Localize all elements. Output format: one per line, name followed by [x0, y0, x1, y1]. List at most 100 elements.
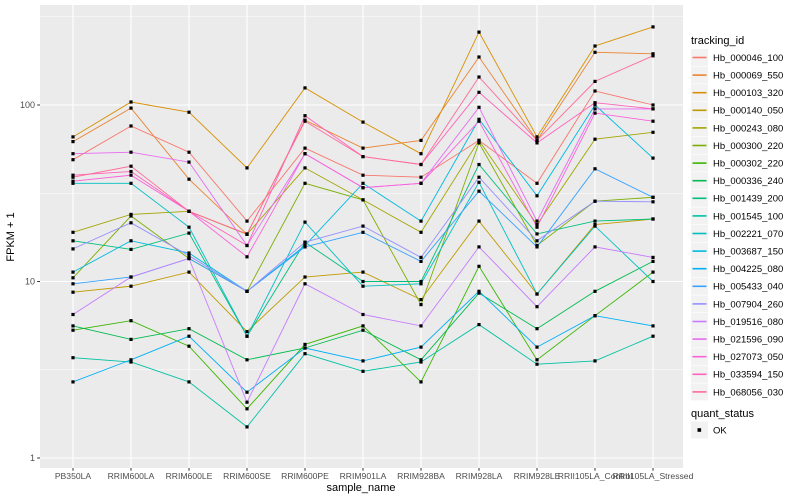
data-point — [303, 342, 307, 346]
data-point — [535, 345, 539, 349]
x-tick-label: RRIM928LE — [514, 471, 561, 481]
data-point — [651, 54, 655, 58]
data-point — [419, 324, 423, 328]
data-point — [535, 358, 539, 362]
data-point — [71, 380, 75, 384]
data-point — [477, 141, 481, 145]
legend-item-label: Hb_002221_070 — [713, 229, 783, 240]
data-point — [593, 224, 597, 228]
data-point — [129, 239, 133, 243]
data-point — [303, 166, 307, 170]
data-point — [361, 230, 365, 234]
data-point — [535, 181, 539, 185]
legend-item-label: Hb_003687_150 — [713, 247, 783, 258]
data-point — [71, 175, 75, 179]
data-point — [651, 119, 655, 123]
x-tick-label: RRIM600PE — [281, 471, 329, 481]
legend-item-Hb_000300_220: Hb_000300_220 — [691, 137, 783, 154]
data-point — [187, 209, 191, 213]
data-point — [361, 279, 365, 284]
data-point — [245, 330, 249, 334]
data-point — [535, 245, 539, 249]
data-point — [129, 169, 133, 174]
data-point — [361, 312, 365, 317]
data-point — [477, 162, 481, 167]
axes: 1 10 100 PB350LA RRIM600LA RRIM600LE RRIM600SE… — [20, 100, 694, 481]
legend-item-label: Hb_000140_050 — [713, 106, 783, 117]
data-point — [71, 282, 75, 286]
data-point — [535, 135, 539, 139]
data-point — [187, 251, 191, 255]
x-tick-label: RRIM901LA — [340, 471, 387, 481]
data-point — [477, 289, 481, 293]
legend-item-Hb_000046_100: Hb_000046_100 — [691, 49, 783, 66]
legend-item-Hb_027073_050: Hb_027073_050 — [691, 348, 783, 366]
data-point — [361, 270, 365, 274]
legend-item-label: Hb_000302_220 — [713, 159, 783, 170]
data-point — [535, 223, 539, 227]
data-point — [129, 221, 133, 225]
data-point — [593, 137, 597, 141]
data-point — [245, 400, 249, 404]
data-point — [361, 369, 365, 373]
data-point — [71, 270, 75, 274]
data-point — [187, 380, 191, 384]
data-point — [71, 328, 75, 332]
legend-item-Hb_021596_090: Hb_021596_090 — [691, 330, 783, 348]
legend-quant-title: quant_status — [691, 408, 754, 420]
data-point — [361, 328, 365, 332]
legend-item-Hb_019516_080: Hb_019516_080 — [691, 313, 783, 330]
data-point — [129, 247, 133, 251]
legend-item-label: Hb_000336_240 — [713, 176, 783, 187]
legend-item-label: Hb_007904_260 — [713, 299, 783, 310]
data-point — [593, 44, 597, 48]
data-point — [361, 324, 365, 328]
data-point — [245, 219, 249, 223]
data-point — [71, 173, 75, 177]
data-point — [477, 189, 481, 193]
legend-item-label: Hb_004225_080 — [713, 264, 783, 275]
data-point — [651, 25, 655, 29]
data-point — [71, 247, 75, 251]
data-point — [187, 334, 191, 338]
data-point — [71, 181, 75, 185]
legend: Hb_000046_100 Hb_000069_550 Hb_000103_320 H… — [691, 49, 783, 401]
legend-item-label: Hb_000300_220 — [713, 141, 783, 152]
data-point — [187, 225, 191, 229]
legend-item-label: Hb_027073_050 — [713, 352, 783, 363]
data-point — [303, 181, 307, 185]
data-point — [593, 111, 597, 115]
data-point — [129, 150, 133, 154]
data-point — [129, 124, 133, 128]
data-point — [593, 107, 597, 111]
legend-item-Hb_000243_080: Hb_000243_080 — [691, 119, 783, 137]
data-point — [245, 166, 249, 170]
data-point — [477, 55, 481, 59]
data-point — [303, 220, 307, 224]
legend-item-Hb_068056_030: Hb_068056_030 — [691, 383, 783, 401]
data-point — [245, 425, 249, 429]
data-point — [535, 362, 539, 366]
legend-item-Hb_007904_260: Hb_007904_260 — [691, 295, 783, 313]
legend-item-Hb_003687_150: Hb_003687_150 — [691, 242, 783, 260]
y-axis-title: FPKM + 1 — [5, 212, 17, 261]
data-point — [477, 117, 481, 121]
data-point — [593, 314, 597, 318]
data-point — [129, 319, 133, 323]
data-point — [187, 254, 191, 258]
data-point — [245, 243, 249, 248]
data-point — [303, 114, 307, 118]
data-point — [71, 152, 75, 156]
data-point — [651, 255, 655, 259]
data-point — [71, 135, 75, 139]
data-point — [303, 282, 307, 286]
data-point — [71, 140, 75, 144]
data-point — [303, 346, 307, 350]
data-point — [477, 105, 481, 109]
data-point — [71, 290, 75, 294]
data-point — [593, 245, 597, 249]
legend-item-label: Hb_021596_090 — [713, 335, 783, 346]
data-point — [419, 358, 423, 362]
data-point — [477, 180, 481, 184]
